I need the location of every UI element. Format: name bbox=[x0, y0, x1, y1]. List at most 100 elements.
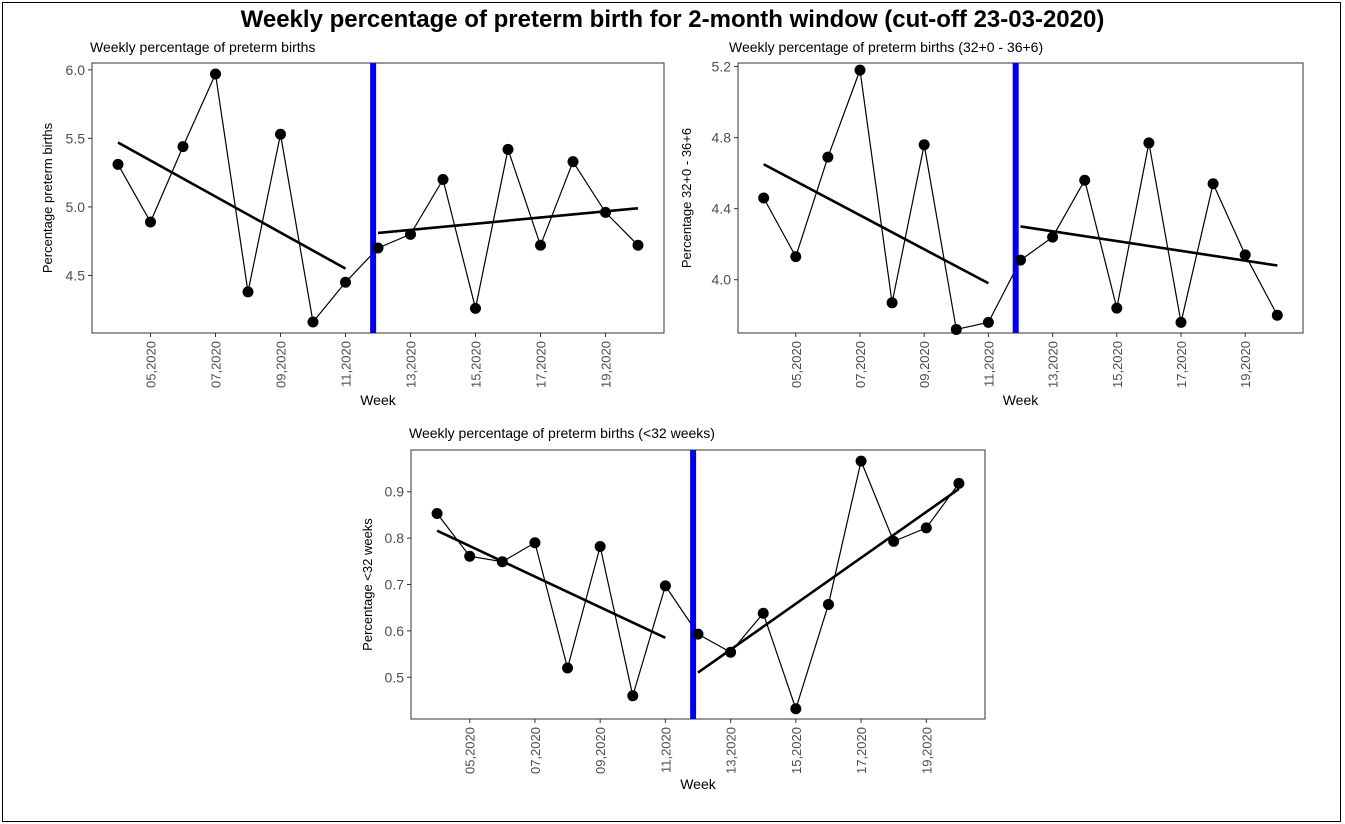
data-point bbox=[562, 662, 574, 674]
x-tick-label: 19,2020 bbox=[1238, 341, 1253, 388]
data-point bbox=[757, 607, 769, 619]
data-point bbox=[1239, 249, 1251, 261]
data-point bbox=[405, 228, 416, 240]
data-point bbox=[790, 703, 802, 715]
data-point bbox=[950, 323, 962, 335]
data-point bbox=[275, 128, 286, 140]
x-tick-label: 11,2020 bbox=[981, 341, 996, 387]
x-axis-label: Week bbox=[680, 776, 717, 792]
trend-line-pre bbox=[436, 529, 666, 640]
y-tick-label: 4.5 bbox=[66, 267, 86, 283]
y-axis-label: Percentage <32 weeks bbox=[360, 518, 375, 651]
data-point bbox=[1015, 254, 1026, 266]
x-axis-label: Week bbox=[360, 392, 397, 408]
x-tick-label: 05,2020 bbox=[789, 341, 804, 388]
x-tick-label: 11,2020 bbox=[658, 727, 673, 773]
x-tick-label: 11,2020 bbox=[339, 341, 354, 387]
x-tick-label: 19,2020 bbox=[599, 341, 614, 388]
data-point bbox=[112, 158, 124, 170]
x-tick-label: 07,2020 bbox=[853, 341, 868, 388]
data-point bbox=[1271, 309, 1283, 321]
data-point bbox=[1047, 231, 1059, 243]
data-point bbox=[855, 455, 867, 467]
data-point bbox=[822, 151, 834, 163]
y-tick-label: 4.4 bbox=[712, 201, 732, 217]
figure-title: Weekly percentage of preterm birth for 2… bbox=[240, 6, 1105, 33]
x-tick-label: 15,2020 bbox=[789, 727, 804, 774]
y-axis-label: Percentage preterm births bbox=[40, 122, 55, 273]
data-point bbox=[982, 316, 994, 328]
x-tick-label: 09,2020 bbox=[593, 727, 608, 774]
subplot-title: Weekly percentage of preterm births bbox=[90, 39, 315, 55]
data-point bbox=[177, 141, 189, 153]
x-tick-label: 17,2020 bbox=[854, 727, 869, 774]
x-tick-label: 17,2020 bbox=[1174, 341, 1189, 388]
x-tick-label: 13,2020 bbox=[1046, 341, 1061, 388]
y-tick-label: 0.7 bbox=[385, 577, 405, 593]
x-tick-label: 07,2020 bbox=[209, 341, 224, 388]
y-tick-label: 0.5 bbox=[385, 669, 405, 685]
x-tick-label: 05,2020 bbox=[463, 727, 478, 774]
x-tick-label: 13,2020 bbox=[404, 341, 419, 388]
data-point bbox=[437, 173, 449, 185]
data-point bbox=[496, 556, 508, 568]
data-point bbox=[529, 537, 541, 549]
panel-border bbox=[91, 62, 665, 334]
data-point bbox=[567, 156, 579, 168]
data-point bbox=[1111, 302, 1123, 314]
data-point bbox=[464, 550, 476, 562]
data-point bbox=[372, 242, 384, 254]
y-tick-label: 0.9 bbox=[385, 484, 405, 500]
y-tick-label: 0.6 bbox=[385, 623, 405, 639]
trend-line-pre bbox=[117, 141, 347, 270]
x-tick-label: 17,2020 bbox=[534, 341, 549, 388]
x-tick-label: 19,2020 bbox=[919, 727, 934, 774]
data-point bbox=[307, 316, 319, 328]
data-point bbox=[632, 239, 644, 251]
data-point bbox=[758, 192, 770, 204]
panel-border bbox=[410, 449, 986, 720]
data-point bbox=[470, 302, 481, 314]
data-point bbox=[1175, 316, 1187, 328]
data-point bbox=[953, 477, 965, 489]
y-tick-label: 5.2 bbox=[712, 59, 732, 75]
x-tick-label: 13,2020 bbox=[724, 727, 739, 774]
data-point bbox=[340, 276, 351, 288]
data-point bbox=[888, 535, 900, 547]
subplot-title: Weekly percentage of preterm births (32+… bbox=[729, 39, 1043, 55]
subplot-title: Weekly percentage of preterm births (<32… bbox=[409, 425, 715, 441]
x-tick-label: 09,2020 bbox=[274, 341, 289, 388]
y-tick-label: 6.0 bbox=[66, 62, 86, 78]
trend-line-post bbox=[697, 487, 960, 674]
data-point bbox=[918, 139, 930, 151]
trend-line-post bbox=[377, 206, 639, 235]
data-point bbox=[1079, 174, 1091, 186]
data-point bbox=[600, 206, 611, 218]
x-axis-label: Week bbox=[1003, 392, 1040, 408]
data-point bbox=[210, 68, 221, 80]
data-point bbox=[431, 508, 443, 520]
x-tick-label: 09,2020 bbox=[917, 341, 932, 388]
data-point bbox=[502, 143, 514, 155]
data-point bbox=[627, 690, 639, 702]
y-axis-label: Percentage 32+0 - 36+6 bbox=[679, 128, 694, 268]
data-point bbox=[725, 646, 737, 658]
data-point bbox=[1207, 178, 1219, 190]
data-point bbox=[854, 64, 866, 76]
data-point bbox=[1143, 137, 1155, 149]
data-point bbox=[659, 580, 671, 592]
x-tick-label: 15,2020 bbox=[469, 341, 484, 388]
y-tick-label: 5.5 bbox=[66, 130, 86, 146]
data-point bbox=[535, 239, 546, 251]
data-point bbox=[242, 286, 254, 298]
y-tick-label: 4.8 bbox=[712, 130, 732, 146]
x-tick-label: 07,2020 bbox=[528, 727, 543, 774]
y-tick-label: 4.0 bbox=[712, 272, 732, 288]
data-point bbox=[692, 628, 704, 640]
y-tick-label: 5.0 bbox=[66, 199, 86, 215]
trend-line-post bbox=[1020, 225, 1278, 267]
data-point bbox=[145, 216, 156, 228]
